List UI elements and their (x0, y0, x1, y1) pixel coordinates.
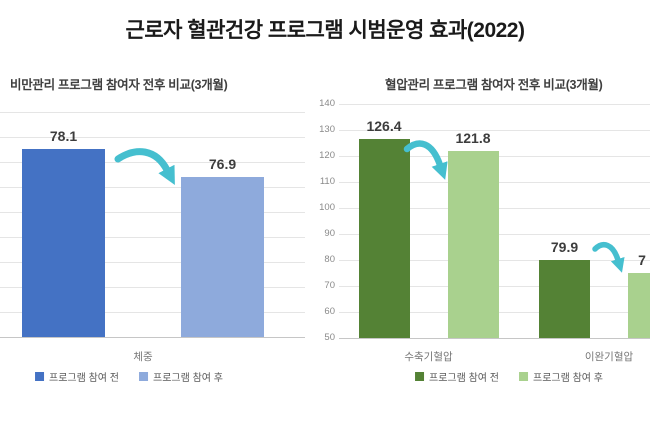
y-tick-label: 120 (319, 150, 335, 161)
decrease-arrow-icon (592, 242, 625, 273)
value-label: 79.9 (550, 239, 579, 256)
bar (358, 139, 410, 338)
gridline (0, 162, 305, 163)
bar (181, 176, 264, 337)
legend-item: 프로그램 참여 전 (35, 369, 119, 384)
y-tick-label: 140 (319, 98, 335, 109)
value-label: 78.1 (49, 128, 78, 145)
gridline (0, 262, 305, 263)
legend-label: 프로그램 참여 전 (429, 373, 499, 384)
legend-swatch (519, 372, 528, 381)
y-tick-label: 80 (324, 254, 335, 265)
gridline (0, 187, 305, 188)
legend-label: 프로그램 참여 전 (49, 373, 119, 384)
y-tick-label: 70 (324, 280, 335, 291)
y-tick-label: 130 (319, 124, 335, 135)
gridline (0, 212, 305, 213)
gridline (339, 104, 650, 105)
legend-item: 프로그램 참여 후 (519, 369, 603, 384)
gridline (339, 130, 650, 131)
y-tick-label: 50 (324, 332, 335, 343)
gridline (0, 287, 305, 288)
category-label: 수축기혈압 (404, 351, 453, 363)
chart-title-blood-pressure: 혈압관리 프로그램 참여자 전후 비교(3개월) (385, 78, 603, 92)
chart-title-obesity: 비만관리 프로그램 참여자 전후 비교(3개월) (10, 78, 228, 92)
value-label: 7 (638, 252, 646, 268)
gridline (0, 112, 305, 113)
legend-swatch (139, 372, 148, 381)
legend-label: 프로그램 참여 후 (533, 373, 603, 384)
value-label: 76.9 (208, 155, 237, 172)
category-label: 이완기혈압 (584, 351, 634, 363)
y-tick-label: 100 (319, 202, 335, 213)
value-label: 126.4 (366, 118, 402, 135)
gridline (0, 137, 305, 138)
value-label: 121.8 (455, 130, 491, 147)
legend: 프로그램 참여 전 프로그램 참여 후 (415, 369, 603, 384)
decrease-arrow-icon (114, 148, 175, 186)
legend-label: 프로그램 참여 후 (153, 373, 223, 384)
decrease-arrow-icon (403, 140, 448, 180)
bar (22, 149, 105, 337)
page-title: 근로자 혈관건강 프로그램 시범운영 효과(2022) (125, 19, 525, 42)
category-label: 체중 (133, 351, 153, 363)
gridline (0, 237, 305, 238)
y-tick-label: 110 (319, 176, 335, 187)
legend-swatch (35, 372, 45, 381)
legend: 프로그램 참여 전 프로그램 참여 후 (35, 369, 223, 384)
x-axis-line (339, 338, 650, 339)
bar (628, 273, 650, 338)
legend-item: 프로그램 참여 후 (139, 369, 223, 384)
x-axis-line (0, 337, 305, 338)
y-tick-label: 90 (324, 228, 335, 239)
y-tick-label: 60 (324, 306, 335, 317)
bar (447, 151, 499, 338)
bar (539, 260, 590, 338)
legend-swatch (415, 372, 425, 381)
gridline (0, 312, 305, 313)
legend-item: 프로그램 참여 전 (415, 369, 499, 384)
